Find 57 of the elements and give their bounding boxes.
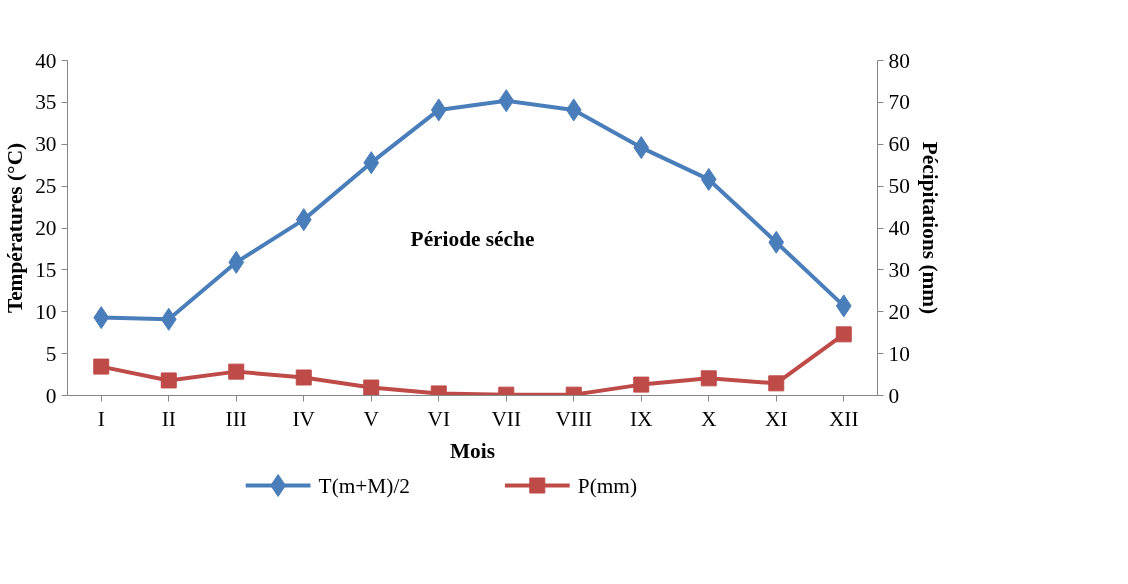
x-tick-label: IX [630, 406, 654, 431]
point [835, 326, 852, 343]
point [295, 208, 312, 232]
x-tick-label: V [363, 406, 380, 431]
y-tick-label: 30 [35, 132, 57, 157]
point [835, 294, 852, 318]
x-tick-label: I [97, 406, 105, 431]
point [498, 89, 515, 113]
y2-tick-label: 60 [888, 132, 910, 157]
point [228, 363, 245, 380]
point [93, 358, 110, 375]
point [768, 375, 785, 392]
y-tick-label: 10 [35, 299, 57, 324]
y-axis-title: Températures (°C) [3, 142, 28, 314]
annotation: Période séche [410, 227, 535, 252]
legend-label: P(mm) [577, 473, 638, 498]
point [160, 372, 177, 389]
x-tick-label: XII [828, 406, 859, 431]
y2-axis-title: Pécipitations (mm) [917, 141, 942, 315]
x-tick-label: VIII [555, 406, 593, 431]
point [430, 98, 447, 122]
point [633, 136, 650, 160]
point [768, 230, 785, 254]
y-tick-label: 25 [35, 174, 57, 199]
y-tick-label: 0 [45, 383, 57, 408]
y2-tick-label: 80 [888, 48, 910, 73]
y-tick-label: 20 [35, 216, 57, 240]
point [295, 369, 312, 386]
x-tick-label: X [701, 406, 718, 431]
y2-tick-label: 30 [888, 257, 910, 282]
y-tick-label: 35 [35, 90, 57, 115]
x-tick-label: IV [292, 406, 316, 431]
x-tick-label: III [225, 406, 247, 431]
point [93, 306, 110, 330]
y-tick-label: 15 [35, 257, 57, 282]
y2-tick-label: 40 [888, 216, 910, 240]
y2-tick-label: 50 [888, 174, 910, 199]
y-tick-label: 40 [35, 48, 57, 73]
x-tick-label: VII [491, 406, 522, 431]
x-axis-title: Mois [449, 438, 496, 463]
point [633, 376, 650, 393]
x-tick-label: VI [427, 406, 451, 431]
y2-tick-label: 0 [888, 383, 900, 408]
point [160, 307, 177, 331]
legend-label: T(m+M)/2 [318, 473, 411, 498]
point [565, 98, 582, 122]
y2-tick-label: 20 [888, 299, 910, 324]
point [363, 151, 380, 175]
y2-tick-label: 10 [888, 341, 910, 366]
x-tick-label: XI [765, 406, 788, 431]
y2-tick-label: 70 [888, 90, 910, 115]
point [228, 250, 245, 274]
point [700, 167, 717, 191]
point [363, 379, 380, 396]
y-tick-label: 5 [45, 341, 57, 366]
point [700, 370, 717, 387]
x-tick-label: II [161, 406, 176, 431]
